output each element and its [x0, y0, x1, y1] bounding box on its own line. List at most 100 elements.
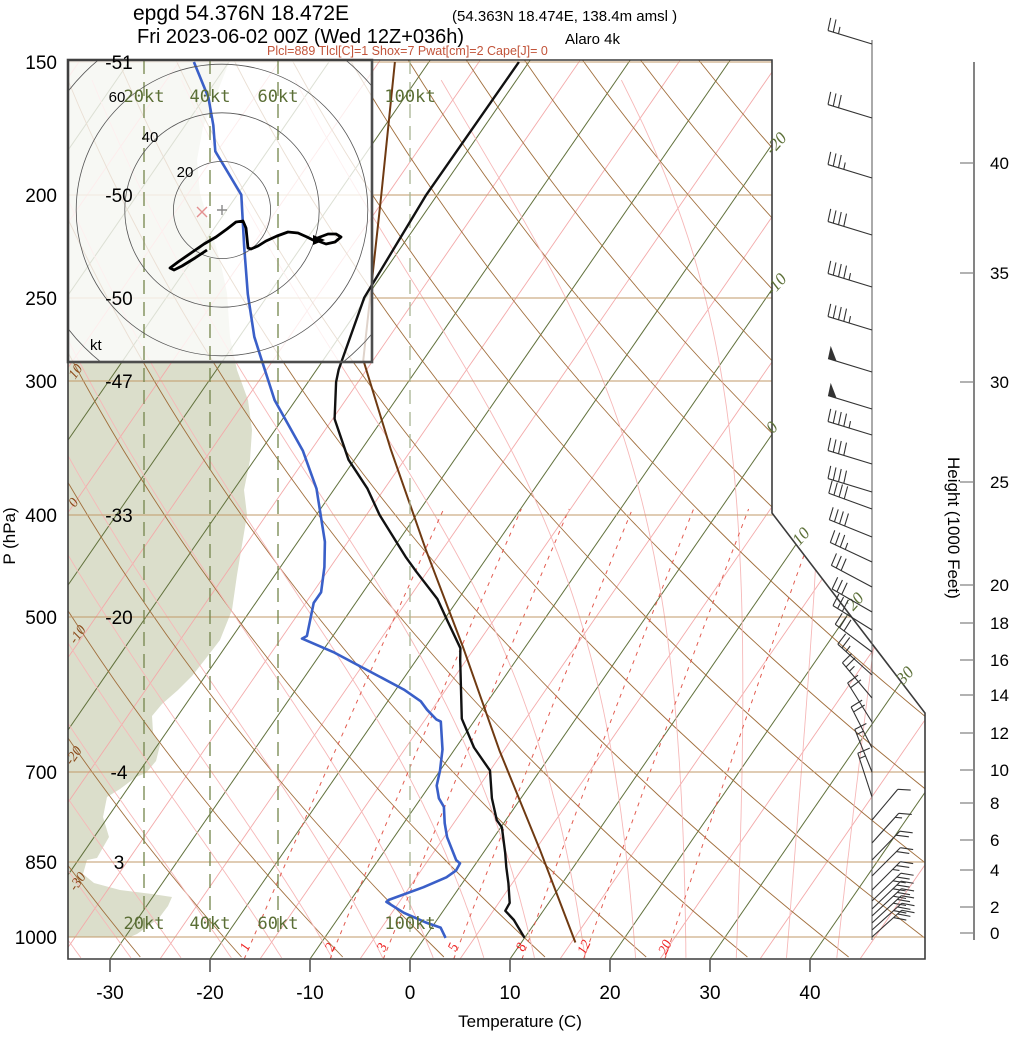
mixing-ratio-label: 12 — [575, 938, 595, 957]
height-tick-label: 6 — [990, 831, 999, 850]
mixing-ratio-label: 5 — [446, 941, 463, 954]
height-tick-label: 10 — [990, 761, 1009, 780]
level-temperature-label: -47 — [105, 372, 132, 393]
level-temperature-label: -20 — [105, 608, 132, 629]
pressure-tick-label: 300 — [25, 372, 57, 393]
pressure-tick-label: 1000 — [15, 928, 57, 949]
hodograph-unit-label: kt — [90, 337, 103, 354]
wind-barbs — [827, 17, 915, 940]
height-tick-label: 4 — [990, 861, 999, 880]
wind-barb — [871, 830, 913, 861]
level-temperature-label: -33 — [105, 506, 132, 527]
hodograph-ring-label: 40 — [142, 129, 159, 146]
kt-scale-label: 60kt — [258, 87, 299, 107]
wind-barb — [871, 909, 915, 938]
height-tick-label: 35 — [990, 264, 1009, 283]
wind-barb — [829, 530, 873, 563]
wind-barb — [827, 91, 873, 119]
temperature-tick-label: 0 — [405, 983, 416, 1004]
mixing-ratio-label: 20 — [656, 938, 676, 957]
height-axis: 0 2 4 6 8 10 12 14 16 18 20 25 30 35 40 — [960, 62, 1009, 943]
kt-scale-label: 40kt — [190, 87, 231, 107]
height-tick-label: 18 — [990, 614, 1009, 633]
wind-barb — [850, 699, 873, 749]
height-tick-label: 20 — [990, 576, 1009, 595]
height-tick-label: 25 — [990, 473, 1009, 492]
pressure-tick-label: 400 — [25, 506, 57, 527]
temperature-tick-label: 20 — [599, 983, 620, 1004]
pressure-tick-label: 700 — [25, 763, 57, 784]
wind-barb — [830, 553, 873, 588]
mixing-ratio-label: 8 — [514, 941, 531, 954]
wind-barb — [857, 747, 873, 798]
hodograph-rings — [68, 60, 372, 362]
model-name: Alaro 4k — [565, 31, 621, 48]
wind-barb — [827, 208, 873, 236]
hodograph-inset — [68, 60, 372, 362]
height-tick-label: 0 — [990, 924, 999, 943]
parcel-curve — [362, 61, 577, 943]
wind-barb — [827, 408, 873, 436]
kt-scale-label: 60kt — [258, 914, 299, 934]
wind-barb — [871, 888, 915, 917]
temperature-curve — [333, 61, 526, 939]
height-tick-label: 8 — [990, 794, 999, 813]
hodograph-trace — [168, 219, 343, 272]
pressure-tick-label: 200 — [25, 186, 57, 207]
temperature-tick-label: -20 — [196, 983, 223, 1004]
wind-barb — [871, 847, 914, 877]
mixing-ratio-label: 3 — [374, 941, 391, 955]
storm-motion-x — [196, 206, 208, 218]
temperature-axis-title: Temperature (C) — [458, 1012, 582, 1031]
kt-scale-label: 100kt — [384, 87, 435, 107]
temperature-tick-label: -10 — [296, 983, 323, 1004]
wind-barb — [827, 437, 873, 465]
wind-barb — [871, 895, 915, 924]
wind-barb — [871, 872, 914, 902]
level-temperature-label: 3 — [114, 853, 125, 874]
hodograph-ring-label: 20 — [177, 164, 194, 181]
level-temperature-label: -50 — [105, 289, 132, 310]
pressure-tick-label: 250 — [25, 289, 57, 310]
wind-barb — [847, 674, 873, 723]
pressure-tick-label: 150 — [25, 53, 57, 74]
parcel-params-line: Plcl=889 Tlcl[C]=1 Shox=7 Pwat[cm]=2 Cap… — [267, 44, 548, 58]
height-tick-label: 16 — [990, 651, 1009, 670]
wind-barb — [827, 17, 873, 45]
isotherm-exit-label: 30 — [891, 662, 917, 688]
pressure-tick-label: 500 — [25, 608, 57, 629]
wind-barb — [832, 593, 873, 631]
mixing-ratio-lines — [243, 508, 822, 959]
wind-barb — [827, 260, 873, 288]
mixing-ratio-label: 2 — [323, 941, 340, 954]
wind-barb — [837, 633, 873, 676]
level-temperature-label: -51 — [105, 53, 132, 74]
height-tick-label: 14 — [990, 686, 1009, 705]
level-temperature-label: -50 — [105, 186, 132, 207]
hodograph-ring-label: 60 — [109, 89, 126, 106]
valid-time-title: Fri 2023-06-02 00Z (Wed 12Z+036h) — [137, 26, 465, 48]
wind-barb — [827, 151, 873, 179]
temperature-tick-label: -30 — [96, 983, 123, 1004]
wind-barb — [871, 788, 911, 821]
hodograph-origin-cross — [217, 205, 227, 215]
kt-scale-label: 40kt — [190, 914, 231, 934]
wind-barb — [828, 480, 873, 510]
temperature-tick-label: 30 — [699, 983, 720, 1004]
station-subtitle: (54.363N 18.474E, 138.4m amsl ) — [452, 8, 678, 25]
kt-scale-label: 20kt — [124, 87, 165, 107]
wind-barb — [831, 576, 873, 613]
kt-scale-label: 20kt — [124, 914, 165, 934]
wind-barb — [842, 653, 873, 699]
wind-barb — [827, 345, 873, 373]
level-temperature-label: -4 — [111, 763, 128, 784]
height-tick-label: 2 — [990, 898, 999, 917]
wind-barb — [834, 613, 873, 653]
plot-border — [67, 59, 926, 960]
kt-scale-label: 100kt — [384, 914, 435, 934]
hodograph-arrowhead — [313, 235, 325, 245]
height-tick-label: 30 — [990, 373, 1009, 392]
wind-barb — [827, 303, 873, 331]
height-tick-label: 40 — [990, 154, 1009, 173]
